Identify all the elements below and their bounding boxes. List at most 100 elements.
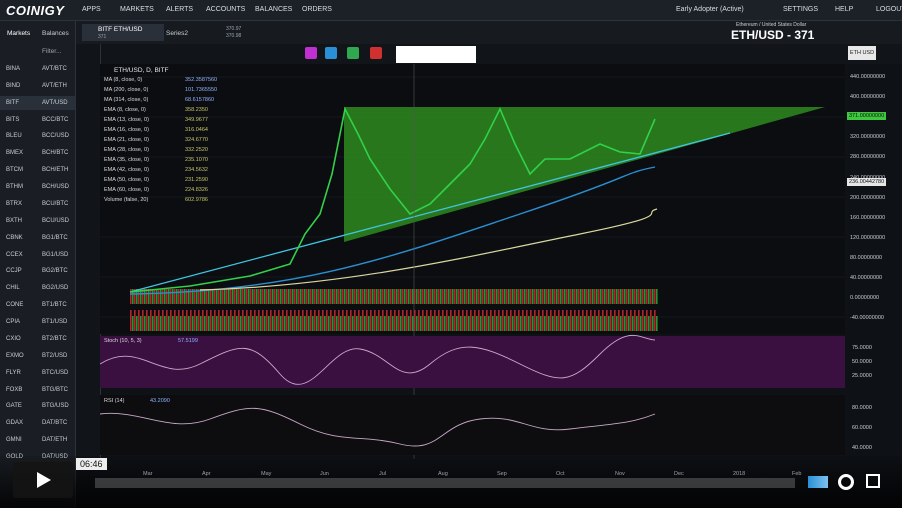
exchange[interactable]: BITF <box>6 99 19 106</box>
market[interactable]: BT2/BTC <box>42 335 67 342</box>
filter-input[interactable]: Filter... <box>42 48 62 55</box>
market[interactable]: DAT/BTC <box>42 420 68 427</box>
market[interactable]: BT1/BTC <box>42 302 67 309</box>
market[interactable]: BT2/USD <box>42 352 68 359</box>
tab-title[interactable]: BITF ETH/USD <box>98 26 143 33</box>
indicator-name[interactable]: Volume (false, 20) <box>104 197 149 203</box>
stoch-line <box>100 335 656 385</box>
exchange[interactable]: GDAX <box>6 420 24 427</box>
market[interactable]: BCC/USD <box>42 133 70 140</box>
account-status: Early Adopter (Active) <box>676 6 744 13</box>
sidebar-tab[interactable]: Markets <box>7 30 31 37</box>
indicator-value: 349.9677 <box>185 117 208 123</box>
market[interactable]: BCC/BTC <box>42 116 69 123</box>
logo[interactable]: COINIGY <box>6 3 65 18</box>
market[interactable]: BG1/BTC <box>42 234 68 241</box>
indicator-name[interactable]: MA (8, close, 0) <box>104 77 143 83</box>
indicator-name[interactable]: EMA (50, close, 0) <box>104 177 149 183</box>
exchange[interactable]: EXMO <box>6 352 24 359</box>
exchange[interactable]: BTHM <box>6 184 23 191</box>
exchange[interactable]: GMNI <box>6 437 22 444</box>
exchange[interactable]: FOXB <box>6 386 23 393</box>
tool-button[interactable] <box>325 47 337 59</box>
nav-item[interactable]: APPS <box>82 6 101 13</box>
indicator-name[interactable]: EMA (35, close, 0) <box>104 157 149 163</box>
volume-icon[interactable] <box>808 476 828 488</box>
market[interactable]: BG2/USD <box>42 285 69 292</box>
indicator-name[interactable]: EMA (13, close, 0) <box>104 117 149 123</box>
last-price: 371.00000000 <box>847 112 887 120</box>
market[interactable]: DAT/ETH <box>42 437 68 444</box>
exchange[interactable]: BMEX <box>6 150 24 157</box>
nav-item[interactable]: LOGOUT <box>876 6 902 13</box>
indicator-name[interactable]: EMA (21, close, 0) <box>104 137 149 143</box>
indicator-name[interactable]: EMA (42, close, 0) <box>104 167 149 173</box>
exchange[interactable]: BTCM <box>6 167 23 174</box>
market[interactable]: BTG/BTC <box>42 386 69 393</box>
price-label: 40.00000000 <box>850 275 883 281</box>
exchange[interactable]: CONE <box>6 302 24 309</box>
market[interactable]: AVT/ETH <box>42 82 67 89</box>
market[interactable]: BCH/USD <box>42 184 70 191</box>
trend-line <box>129 132 731 293</box>
exchange[interactable]: CHIL <box>6 285 20 292</box>
series-tab[interactable]: Series2 <box>166 30 189 37</box>
market[interactable]: BG2/BTC <box>42 268 68 275</box>
tool-button[interactable] <box>370 47 382 59</box>
ma-line <box>199 208 658 291</box>
exchange[interactable]: BINA <box>6 66 21 72</box>
exchange[interactable]: CPIA <box>6 319 21 326</box>
exchange[interactable]: FLYR <box>6 369 21 376</box>
exchange[interactable]: CBNK <box>6 234 23 241</box>
exchange[interactable]: BTRX <box>6 200 23 207</box>
market[interactable]: BTG/USD <box>42 403 69 410</box>
market[interactable]: BTC/USD <box>42 369 69 376</box>
settings-icon[interactable] <box>838 474 854 490</box>
market[interactable]: BCU/USD <box>42 217 70 224</box>
draw-toolbox[interactable] <box>396 46 476 63</box>
indicator-name[interactable]: EMA (28, close, 0) <box>104 147 149 153</box>
nav-item[interactable]: ORDERS <box>302 6 332 13</box>
exchange[interactable]: CCEX <box>6 251 23 258</box>
fullscreen-icon[interactable] <box>866 474 880 488</box>
rsi-label[interactable]: RSI (14) <box>104 398 125 404</box>
market[interactable]: BCU/BTC <box>42 200 69 207</box>
stoch-label[interactable]: Stoch (10, 5, 3) <box>104 338 142 344</box>
indicator-value: 324.6770 <box>185 137 208 143</box>
indicator-name[interactable]: MA (200, close, 0) <box>104 87 149 93</box>
exchange[interactable]: CXIO <box>6 335 21 342</box>
nav-item[interactable]: ALERTS <box>166 6 194 13</box>
nav-item[interactable]: ACCOUNTS <box>206 6 246 13</box>
indicator-name[interactable]: EMA (8, close, 0) <box>104 107 146 113</box>
rsi-axis-label: 80.0000 <box>852 405 872 411</box>
nav-item[interactable]: MARKETS <box>120 6 154 13</box>
progress-bar[interactable] <box>95 478 795 488</box>
tool-button[interactable] <box>347 47 359 59</box>
market[interactable]: BT1/USD <box>42 319 68 326</box>
exchange[interactable]: BXTH <box>6 217 23 224</box>
indicator-name[interactable]: MA (314, close, 0) <box>104 97 149 103</box>
nav-item[interactable]: BALANCES <box>255 6 293 13</box>
exchange[interactable]: GATE <box>6 403 22 410</box>
exchange[interactable]: BLEU <box>6 133 22 140</box>
tool-button[interactable] <box>305 47 317 59</box>
time-label: 2018 <box>733 471 746 477</box>
play-button[interactable] <box>13 462 73 498</box>
market[interactable]: BCH/BTC <box>42 150 69 157</box>
nav-item[interactable]: SETTINGS <box>783 6 819 13</box>
market[interactable]: BG1/USD <box>42 251 69 258</box>
indicator-name[interactable]: EMA (60, close, 0) <box>104 187 149 193</box>
indicator-value: 224.8326 <box>185 187 208 193</box>
nav-item[interactable]: HELP <box>835 6 854 13</box>
market[interactable]: AVT/BTC <box>42 66 67 72</box>
market[interactable]: AVT/USD <box>42 99 68 106</box>
exchange[interactable]: CCJP <box>6 268 22 275</box>
market[interactable]: BCH/ETH <box>42 167 69 174</box>
indicator-name[interactable]: EMA (16, close, 0) <box>104 127 149 133</box>
sidebar-tab[interactable]: Balances <box>42 30 69 37</box>
exchange[interactable]: BITS <box>6 116 20 123</box>
currency-tag[interactable]: ETH USD <box>848 46 876 60</box>
active-tab[interactable] <box>82 24 164 41</box>
exchange[interactable]: BIND <box>6 82 21 89</box>
